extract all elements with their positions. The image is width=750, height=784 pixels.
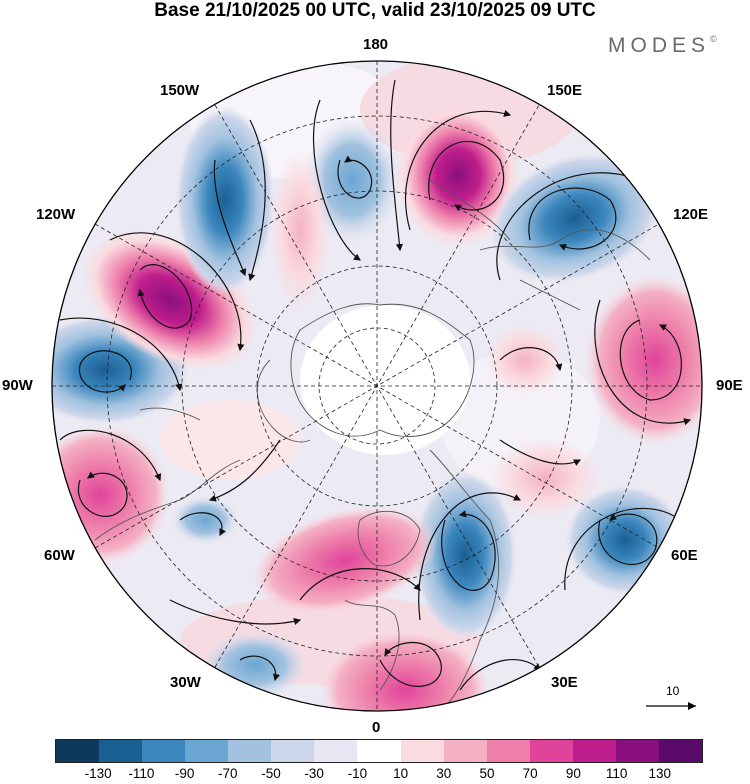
longitude-label-60e: 60E	[671, 547, 698, 564]
longitude-label-90w: 90W	[2, 377, 33, 394]
longitude-label-30w: 30W	[170, 674, 201, 691]
longitude-label-120e: 120E	[673, 206, 709, 223]
longitude-label-0: 0	[372, 719, 381, 736]
anomaly-field	[52, 61, 702, 711]
streamline	[441, 510, 496, 591]
longitude-label-60w: 60W	[44, 547, 75, 564]
wind-streamlines	[59, 79, 692, 691]
streamline	[77, 471, 128, 517]
colorbar-tick-label: 10	[393, 766, 409, 781]
colorbar-tick-label: 90	[565, 766, 581, 781]
streamline	[239, 655, 280, 682]
colorbar-segment	[572, 740, 616, 762]
streamline	[499, 439, 582, 466]
map-boundary	[51, 60, 703, 712]
colorbar-tick-label: 30	[436, 766, 452, 781]
streamline	[208, 439, 281, 502]
streamline	[379, 642, 442, 687]
streamline	[79, 350, 132, 393]
anomaly-negative-120e	[489, 152, 661, 284]
colorbar-tick-label: 70	[522, 766, 538, 781]
longitude-label-150e: 150E	[547, 82, 583, 99]
colorbar-segment	[658, 740, 702, 762]
colorbar-tick-label: 130	[648, 766, 672, 781]
streamline	[405, 109, 512, 231]
streamline	[179, 512, 226, 537]
anomaly-negative-150w	[175, 105, 275, 295]
colorbar-segment	[228, 740, 272, 762]
streamline	[299, 568, 421, 601]
colorbar-tick-label: -50	[261, 766, 281, 781]
anomaly-positive-iceland	[252, 505, 438, 615]
colorbar-segment	[185, 740, 229, 762]
colorbar-tick-label: -110	[128, 766, 155, 781]
streamline	[248, 119, 266, 282]
colorbar-segment	[142, 740, 186, 762]
anomaly-positive-100e	[485, 325, 565, 395]
brand-logo: MODES©	[608, 34, 717, 57]
colorbar-tick-label: -130	[84, 766, 112, 781]
longitude-label-120w: 120W	[36, 206, 76, 223]
colorbar-tick-label: 110	[605, 766, 628, 781]
streamline	[390, 79, 403, 252]
anomaly-positive-60w	[52, 425, 170, 565]
streamline	[59, 429, 162, 482]
colorbar-tick-label: -30	[304, 766, 324, 781]
streamline	[499, 347, 563, 372]
anomaly-positive-0	[320, 630, 490, 711]
streamline	[169, 599, 302, 625]
colorbar-segment	[400, 740, 444, 762]
page-title: Base 21/10/2025 00 UTC, valid 23/10/2025…	[154, 0, 596, 21]
streamline	[59, 317, 183, 392]
colorbar-segment	[314, 740, 358, 762]
streamline	[337, 155, 373, 199]
colorbar-tick-label: -10	[347, 766, 368, 781]
arrow-right-icon	[646, 702, 696, 710]
colorbar-segment	[443, 740, 487, 762]
streamline	[213, 159, 247, 277]
colorbar-segment	[615, 740, 659, 762]
colorbar-segment	[271, 740, 315, 762]
streamline	[619, 319, 682, 401]
streamline	[137, 264, 193, 329]
colorbar-segment	[529, 740, 573, 762]
colorbar-tick-label: -70	[218, 766, 238, 781]
longitude-label-150w: 150W	[160, 82, 200, 99]
colorbar-segment	[486, 740, 530, 762]
longitude-label-180: 180	[363, 36, 389, 53]
vector-scale-label: 10	[666, 684, 680, 698]
streamline	[109, 232, 245, 352]
streamline	[528, 187, 617, 251]
colorbar-segment	[56, 740, 100, 762]
colorbar-tick-label: 50	[479, 766, 495, 781]
streamline	[428, 140, 505, 212]
anomaly-positive-165w	[270, 150, 330, 310]
streamline	[459, 659, 541, 691]
streamline	[598, 513, 658, 566]
colorbar-segment	[99, 740, 143, 762]
anomaly-negative-30e	[413, 470, 517, 640]
anomaly-positive-90e	[585, 275, 702, 445]
streamline	[594, 299, 692, 426]
anomaly-positive-150e	[396, 103, 520, 247]
colorbar-tick-label: -90	[174, 766, 195, 781]
streamline	[312, 99, 361, 261]
colorbar-segment	[357, 740, 401, 762]
colorbar-ticks: -130 -110 -90 -70 -50 -30 -10 10 30 50 70 90 110 130	[0, 766, 750, 784]
longitude-label-90e: 90E	[716, 377, 743, 394]
colorbar	[55, 739, 703, 763]
longitude-label-30e: 30E	[551, 674, 578, 691]
graticule	[52, 61, 702, 711]
streamline	[496, 172, 642, 281]
